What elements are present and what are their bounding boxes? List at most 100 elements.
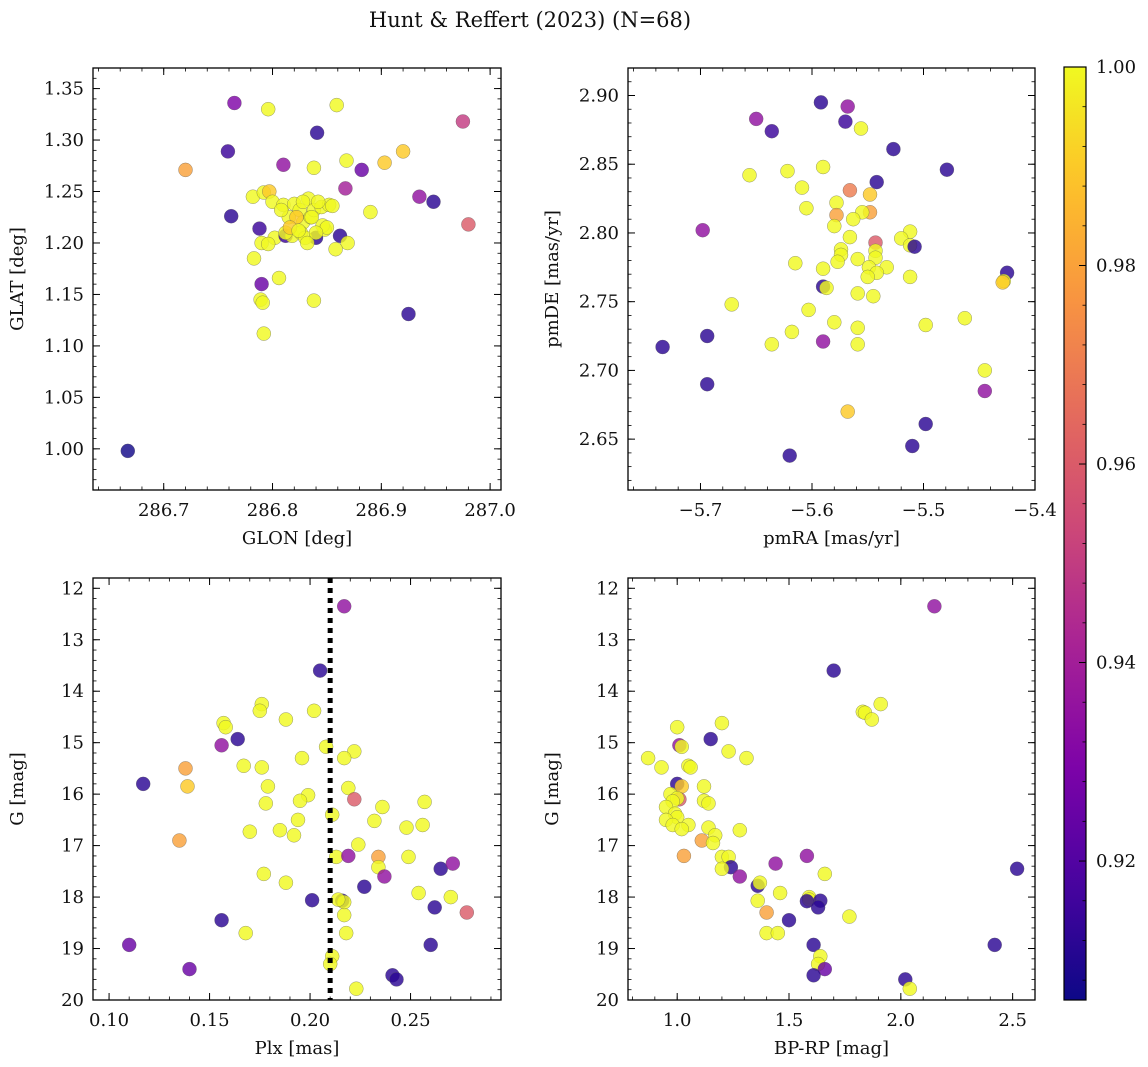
- data-point: [220, 144, 236, 159]
- y-axis-label: GLAT [deg]: [7, 227, 28, 331]
- data-point: [367, 813, 382, 829]
- panels: 286.7 286.8 286.9 287.0 1.00 1.05 1.10 1.15 1.20…: [7, 67, 1057, 1059]
- data-point: [732, 822, 748, 838]
- axes-frame: [627, 577, 1036, 1001]
- data-point: [230, 731, 245, 747]
- data-point: [705, 835, 721, 851]
- data-point: [732, 869, 748, 884]
- data-point: [329, 97, 344, 113]
- data-point: [676, 848, 692, 864]
- data-point: [764, 123, 780, 139]
- data-point: [306, 703, 322, 719]
- data-point: [918, 416, 933, 432]
- data-point: [799, 848, 815, 864]
- data-point: [338, 925, 354, 941]
- x-tick-label: 0.25: [391, 1010, 431, 1031]
- data-point: [290, 812, 306, 828]
- y-axis-label: G [mag]: [542, 752, 563, 825]
- y-tick-label: 20: [61, 990, 84, 1011]
- data-point: [375, 799, 390, 815]
- data-point: [827, 315, 842, 330]
- data-point: [172, 833, 187, 848]
- x-axis-label: pmRA [mas/yr]: [763, 528, 900, 549]
- data-point: [873, 696, 888, 712]
- data-point: [121, 937, 137, 953]
- data-point: [850, 286, 865, 301]
- data-point: [927, 599, 942, 614]
- data-point: [770, 925, 786, 941]
- x-axis-label: GLON [deg]: [242, 528, 352, 549]
- data-point: [377, 155, 392, 170]
- data-point: [389, 972, 404, 987]
- data-point: [336, 750, 352, 766]
- data-point: [869, 174, 884, 190]
- data-point: [957, 310, 973, 326]
- y-axis-label: pmDE [mas/yr]: [542, 210, 563, 348]
- data-point: [1009, 861, 1025, 877]
- data-point: [135, 776, 151, 792]
- data-point: [830, 254, 845, 270]
- data-point: [902, 981, 918, 996]
- x-tick-label: −5.4: [1013, 500, 1057, 521]
- data-point: [788, 255, 803, 271]
- data-point: [829, 195, 844, 210]
- data-point: [395, 144, 411, 159]
- data-point: [273, 202, 289, 218]
- x-tick-label: 2.0: [887, 1010, 916, 1031]
- data-point: [799, 200, 814, 216]
- data-point: [272, 822, 288, 838]
- data-point: [423, 937, 438, 953]
- data-point: [864, 712, 880, 727]
- data-point: [304, 209, 319, 225]
- data-point: [815, 334, 831, 349]
- data-point: [415, 817, 430, 833]
- data-point: [853, 121, 869, 136]
- data-point: [214, 738, 229, 753]
- data-point: [850, 337, 865, 352]
- x-tick-label: 1.0: [663, 1010, 692, 1031]
- x-tick-label: 0.15: [190, 1010, 230, 1031]
- x-tick-label: 286.9: [356, 500, 408, 521]
- data-points: [655, 95, 1015, 463]
- data-point: [939, 162, 955, 177]
- data-point: [714, 715, 730, 731]
- data-point: [310, 194, 326, 210]
- data-points: [120, 95, 476, 459]
- data-point: [819, 280, 834, 296]
- colorbar-tick-label: 0.92: [1096, 851, 1136, 872]
- y-tick-label: 18: [596, 887, 619, 908]
- y-tick-label: 12: [596, 578, 619, 599]
- y-tick-label: 1.15: [44, 284, 84, 305]
- data-point: [699, 376, 715, 392]
- data-point: [351, 837, 366, 852]
- data-point: [278, 875, 294, 890]
- scatter-panel-2: −5.7 −5.6 −5.5 −5.4 2.65 2.70 2.75 2.80 2.85 2.90…: [542, 67, 1057, 549]
- y-tick-label: 14: [61, 681, 84, 702]
- y-tick-label: 15: [61, 733, 84, 754]
- data-point: [306, 160, 322, 176]
- data-point: [459, 905, 475, 920]
- data-point: [810, 900, 826, 915]
- data-point: [977, 363, 993, 378]
- data-point: [399, 820, 414, 835]
- data-point: [752, 875, 768, 890]
- data-point: [260, 101, 276, 117]
- data-point: [260, 236, 276, 252]
- data-point: [295, 194, 311, 210]
- y-tick-label: 2.75: [579, 292, 619, 313]
- data-point: [443, 889, 459, 905]
- data-point: [256, 326, 272, 341]
- x-tick-label: 286.8: [247, 500, 299, 521]
- data-point: [838, 114, 853, 129]
- data-point: [842, 909, 857, 924]
- data-point: [330, 892, 346, 907]
- data-point: [759, 905, 774, 920]
- data-point: [902, 269, 918, 285]
- data-point: [276, 157, 291, 173]
- y-tick-label: 18: [61, 887, 84, 908]
- data-point: [742, 167, 757, 183]
- data-point: [714, 861, 730, 877]
- data-point: [341, 780, 356, 796]
- data-point: [461, 217, 476, 232]
- y-tick-label: 1.10: [44, 336, 84, 357]
